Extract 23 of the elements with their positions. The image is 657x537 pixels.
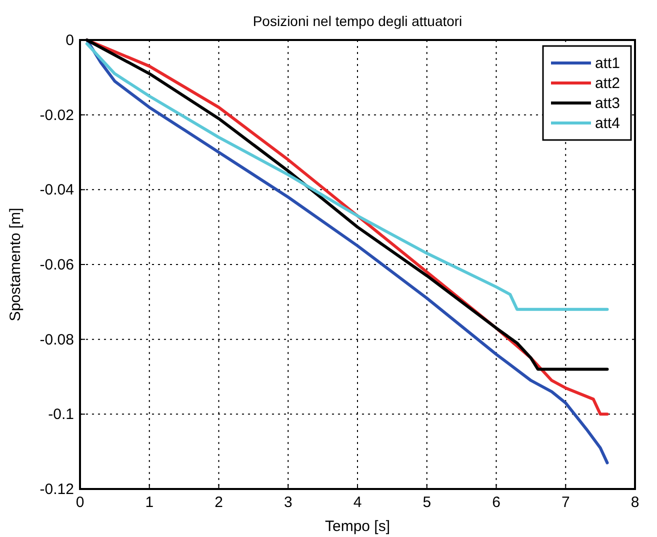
x-tick-label: 4	[353, 494, 362, 511]
y-tick-label: 0	[66, 32, 74, 49]
chart-title: Posizioni nel tempo degli attuatori	[252, 13, 462, 29]
x-tick-label: 5	[422, 494, 432, 511]
x-tick-label: 8	[630, 494, 640, 511]
y-tick-label: -0.08	[40, 331, 74, 348]
legend-label: att1	[595, 55, 620, 72]
x-tick-label: 7	[561, 494, 570, 511]
x-axis-title: Tempo [s]	[324, 518, 390, 535]
y-tick-label: -0.1	[48, 406, 74, 424]
x-tick-label: 0	[76, 494, 84, 511]
x-tick-label: 1	[145, 494, 154, 511]
y-tick-label: -0.04	[40, 182, 74, 199]
x-tick-label: 2	[214, 494, 223, 511]
legend-label: att2	[595, 75, 620, 92]
y-tick-label: -0.06	[40, 256, 74, 274]
legend-label: att4	[595, 115, 620, 132]
y-tick-label: -0.12	[40, 481, 74, 498]
x-tick-label: 3	[284, 494, 292, 511]
y-axis-title: Spostamento [m]	[7, 208, 24, 322]
legend-label: att3	[595, 95, 620, 112]
y-tick-label: -0.02	[40, 106, 74, 124]
x-tick-label: 6	[492, 494, 500, 511]
